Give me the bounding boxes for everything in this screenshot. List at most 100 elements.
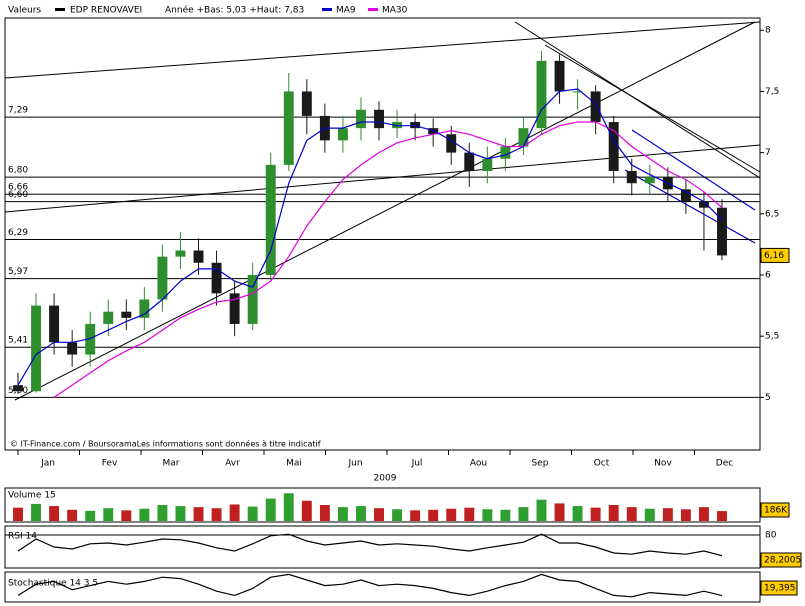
y-tick-label: 7 [765,148,771,158]
candle-body [121,311,132,318]
volume-bar [85,510,96,521]
candle-body [157,256,168,300]
level-label: 6,60 [8,190,28,200]
volume-bar [590,507,601,521]
candle-body [85,323,96,355]
candle-body [49,305,60,343]
stoch-label: Stochastique 14 3 5 [8,579,98,589]
level-label: 7,29 [8,106,28,116]
ma30-line [53,121,723,398]
last-price-label: 6,16 [764,251,784,261]
volume-bar [337,507,348,521]
level-label: 6,29 [8,228,28,238]
price-frame [4,17,761,451]
candle-body [374,109,384,129]
x-tick-label: Avr [225,459,240,469]
candle-body [626,170,637,184]
candle-body [590,91,601,123]
candle-body [680,189,691,202]
y-tick-label: 5 [765,393,771,403]
volume-bar [49,506,60,521]
y-tick-label: 6,5 [765,209,779,219]
stoch-last-box [760,580,798,596]
candle-body [175,250,186,257]
volume-bar [103,508,114,521]
x-tick-label: Jan [40,459,55,469]
rsi-line [17,533,723,557]
ma9-line [17,88,723,386]
rsi-tick-label: 80 [765,531,777,541]
level-label: 6,66 [8,183,28,193]
volume-bar [139,508,150,521]
legend-ma30: MA30 [382,6,408,16]
x-tick-label: Sep [532,459,549,469]
candle-body [229,293,240,324]
y-tick-label: 8 [765,26,771,36]
candle-body [464,152,475,171]
candle-body [446,134,457,153]
volume-bar [626,507,637,521]
volume-bar [536,499,547,521]
candle-body [572,91,583,93]
candle-body [301,91,312,116]
x-tick-label: Dec [716,459,733,469]
year-label: 2009 [374,474,397,484]
rsi-last-box [760,552,802,568]
stoch-last-label: 19,395 [764,584,796,594]
candle-body [337,128,348,141]
candle-body [247,274,258,324]
candle-body [698,201,709,208]
candle-body [482,158,493,171]
volume-bar [247,506,258,521]
volume-last-label: 186K [764,506,788,516]
volume-bar [644,508,655,521]
source-note: © IT-Finance.com / BoursoramaLes informa… [10,439,321,449]
x-tick-label: Jun [347,459,362,469]
candle-body [536,60,547,129]
header-name: EDP RENOVAVEI [70,6,142,16]
volume-bar [229,504,240,521]
header-range: Année +Bas: 5,03 +Haut: 7,83 [165,5,304,16]
volume-bar [446,508,457,521]
volume-frame [4,487,761,523]
rsi-label: RSI 14 [8,532,37,542]
trend-lines [4,21,761,401]
volume-bar [518,507,529,521]
candle-body [193,250,204,263]
legend-swatch [55,8,65,11]
volume-bar [572,506,583,521]
x-tick-label: Jul [411,459,423,469]
volume-bar [193,507,204,521]
volume-bar [428,509,439,521]
candle-body [139,299,150,318]
level-label: 5,97 [8,267,28,277]
volume-bar [319,505,330,521]
volume-bar [265,498,276,521]
candle-body [717,207,727,256]
volume-bar [464,507,475,521]
candle-body [410,122,421,129]
volume-bar [157,505,168,521]
volume-bar [67,509,78,521]
x-tick-label: Mai [286,459,302,469]
volume-bar [662,508,673,521]
candle-body [608,122,619,171]
candle-body [356,109,366,129]
x-tick-label: Mar [163,459,180,469]
volume-bar [13,507,23,521]
volume-bar [301,500,312,521]
legend-ma9: MA9 [336,6,356,16]
volume-bar [608,505,619,521]
x-tick-label: Nov [654,459,672,469]
stoch-line [17,573,723,598]
volume-last-box [760,502,790,518]
candle-body [31,305,42,392]
last-price-box [760,247,790,263]
candle-body [283,91,294,165]
candle-body [644,177,655,184]
level-label: 5,41 [8,336,28,346]
volume-bar [374,508,384,521]
volume-label: Volume 15 [8,491,56,501]
